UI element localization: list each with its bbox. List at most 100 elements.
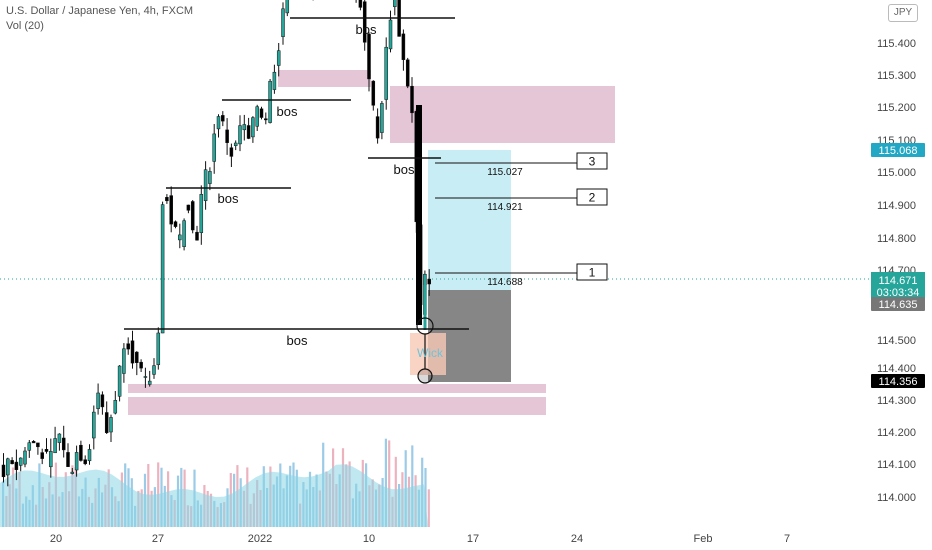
demand-zone (128, 397, 546, 415)
candle (251, 117, 255, 138)
currency-button[interactable]: JPY (888, 4, 918, 22)
candle (199, 194, 204, 233)
y-tick-label: 114.300 (877, 395, 916, 407)
y-tick-label: 115.000 (877, 167, 916, 179)
candle (92, 411, 96, 439)
candle (61, 437, 66, 451)
drop-candle (416, 105, 422, 325)
y-tick-label: 114.500 (877, 335, 916, 347)
candle (375, 116, 380, 139)
candle (156, 332, 161, 365)
supply-zone (390, 86, 615, 143)
candle (165, 197, 169, 202)
candle (427, 278, 431, 285)
chart-legend: U.S. Dollar / Japanese Yen, 4h, FXCM Vol… (6, 4, 193, 34)
candle (272, 71, 277, 90)
bos-label: bos (356, 22, 377, 37)
candle (203, 169, 208, 201)
candle (36, 442, 40, 448)
x-tick-label: 7 (784, 533, 790, 545)
candle (40, 452, 44, 459)
candle (371, 80, 376, 106)
demand-zone (128, 384, 546, 393)
axes-layer: 115.400115.300115.200115.100115.000114.9… (50, 38, 925, 545)
y-tick-label: 114.200 (877, 427, 916, 439)
candle (49, 451, 53, 468)
y-tick-label: 114.000 (877, 492, 916, 504)
supply-zone (278, 70, 371, 87)
candle (66, 452, 70, 467)
y-tick-label: 115.200 (877, 102, 916, 114)
candle (6, 458, 10, 476)
x-tick-label: 24 (571, 533, 583, 545)
y-tick-label: 114.100 (877, 459, 916, 471)
target-level: 114.921 (487, 202, 523, 213)
candle (31, 441, 36, 444)
candle (380, 103, 384, 133)
symbol-title[interactable]: U.S. Dollar / Japanese Yen, 4h, FXCM (6, 5, 194, 17)
candle (44, 449, 49, 452)
candle (393, 0, 397, 7)
wick-label: Wick (417, 346, 444, 360)
candle (233, 142, 238, 146)
candle (401, 33, 406, 60)
x-tick-label: 17 (467, 533, 479, 545)
volume-bar (427, 489, 430, 527)
candle (57, 433, 62, 443)
candle (126, 343, 130, 350)
price-label-lower-bg (871, 297, 925, 311)
candle (216, 116, 221, 130)
current-price-bg (871, 272, 925, 298)
candle (255, 106, 259, 127)
volume-indicator-label[interactable]: Vol (20) (6, 20, 44, 32)
candle (405, 59, 410, 87)
candle (190, 201, 195, 231)
wick-highlight (410, 333, 446, 375)
candle (14, 461, 19, 470)
candle (27, 442, 32, 451)
candle (169, 195, 173, 225)
candle (173, 221, 178, 227)
price-label-lower: 114.635 (879, 299, 918, 311)
candle (139, 361, 143, 369)
candle (276, 50, 281, 66)
candle (87, 449, 92, 462)
candle (100, 394, 105, 408)
candle (212, 133, 216, 162)
candle (1, 464, 6, 478)
y-tick-label: 115.300 (877, 70, 916, 82)
candle (229, 147, 234, 157)
candle (238, 125, 242, 145)
candle (388, 19, 393, 50)
candle (53, 438, 57, 454)
price-label-bottom-bg (871, 374, 925, 388)
candle (225, 129, 229, 143)
candle (122, 348, 126, 374)
x-tick-label: 27 (152, 533, 164, 545)
target-level: 114.688 (487, 277, 523, 288)
bos-label: bos (218, 191, 239, 206)
candle (362, 1, 367, 43)
candle (160, 204, 165, 334)
candle (104, 412, 109, 433)
candle (83, 459, 87, 465)
candle (178, 234, 182, 241)
y-tick-label: 114.400 (877, 363, 916, 375)
target-level: 115.027 (487, 167, 523, 178)
countdown-label: 03:03:34 (877, 287, 920, 299)
candle (70, 471, 75, 474)
candle (208, 171, 212, 184)
target-box (576, 263, 608, 281)
volume-bar (388, 440, 391, 527)
candle (79, 444, 83, 461)
candle (281, 8, 285, 37)
volume-bar (411, 445, 414, 527)
y-tick-label: 114.900 (877, 200, 916, 212)
candle (130, 340, 135, 364)
candle (242, 124, 247, 131)
candle (195, 231, 199, 241)
candle (113, 400, 118, 414)
annotations-layer: bos bos bos bos bos 3 115.027 2 114.921 1 114.688 W… (124, 17, 608, 384)
volume-layer (0, 438, 430, 527)
